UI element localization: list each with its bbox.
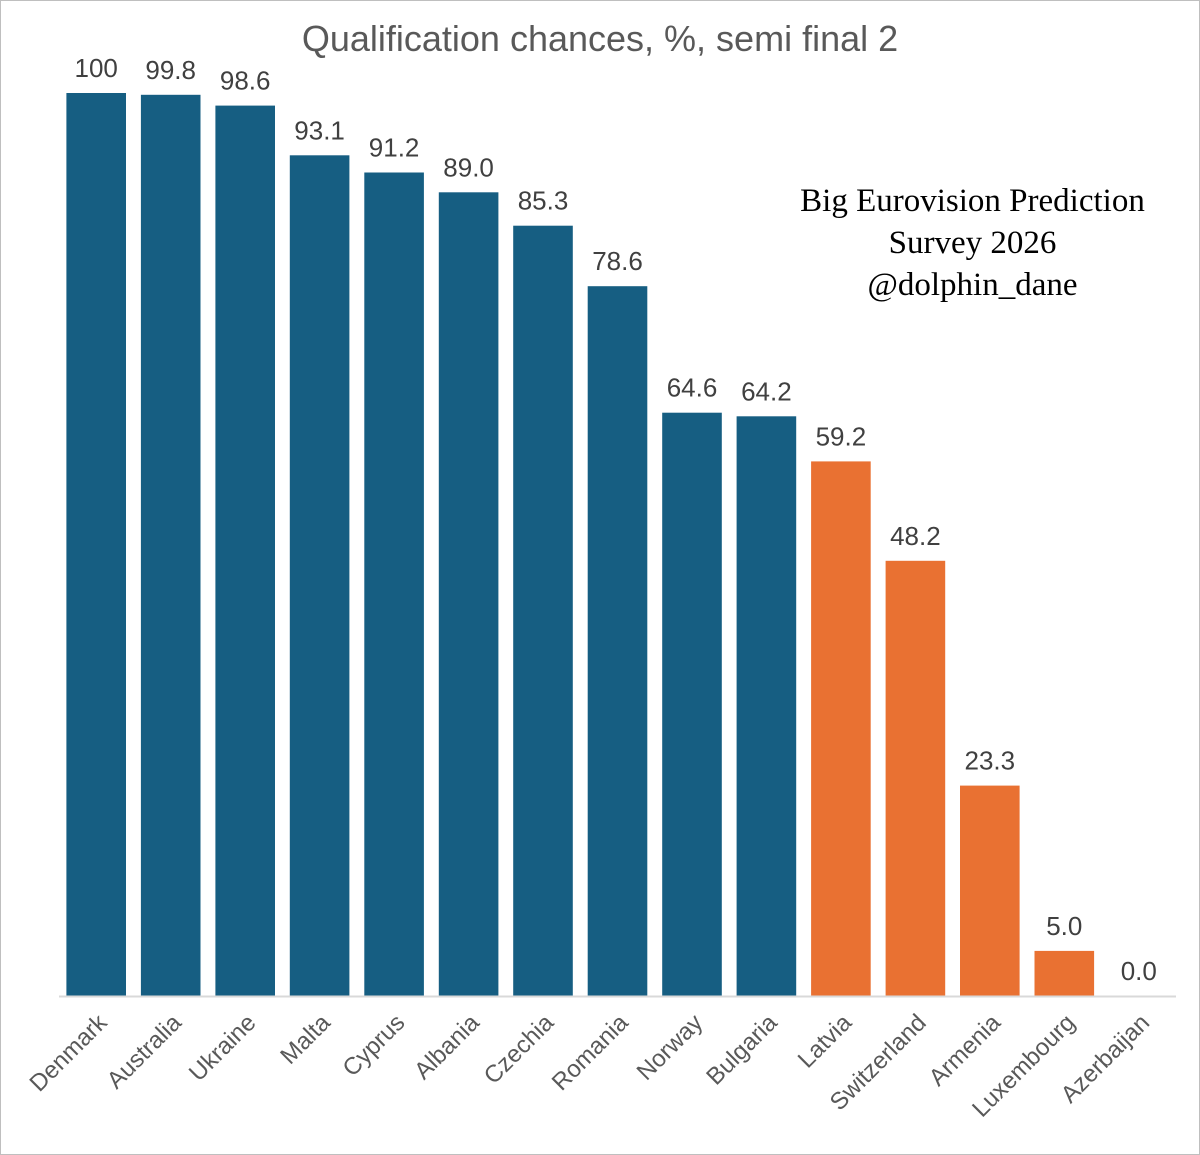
- value-label-denmark: 100: [75, 53, 118, 83]
- value-label-australia: 99.8: [145, 55, 196, 85]
- bar-ukraine: [215, 105, 275, 997]
- category-label-cyprus: Cyprus: [337, 1009, 410, 1082]
- value-label-cyprus: 91.2: [369, 133, 420, 163]
- category-label-ukraine: Ukraine: [184, 1009, 262, 1087]
- chart-title: Qualification chances, %, semi final 2: [301, 18, 899, 59]
- category-label-australia: Australia: [102, 1009, 188, 1095]
- chart-annotation: Big Eurovision Prediction Survey 2026 @d…: [775, 180, 1170, 306]
- bar-switzerland: [885, 560, 946, 996]
- annotation-line-2: Survey 2026: [888, 225, 1057, 261]
- bar-latvia: [811, 461, 871, 996]
- category-label-romania: Romania: [547, 1009, 634, 1096]
- value-label-malta: 93.1: [294, 115, 345, 145]
- bar-norway: [662, 412, 722, 996]
- value-label-azerbaijan: 0.0: [1121, 956, 1157, 986]
- value-label-luxembourg: 5.0: [1046, 911, 1082, 941]
- value-label-czechia: 85.3: [518, 186, 569, 216]
- value-label-norway: 64.6: [667, 373, 718, 403]
- bar-czechia: [513, 225, 573, 996]
- bar-cyprus: [364, 172, 424, 996]
- value-label-armenia: 23.3: [964, 746, 1015, 776]
- bar-albania: [438, 192, 499, 997]
- category-label-norway: Norway: [632, 1009, 709, 1086]
- bar-denmark: [66, 93, 126, 996]
- value-label-ukraine: 98.6: [220, 66, 271, 96]
- bar-romania: [587, 286, 648, 996]
- value-label-albania: 89.0: [443, 152, 494, 182]
- bar-malta: [289, 155, 350, 997]
- category-label-latvia: Latvia: [793, 1009, 858, 1074]
- category-label-albania: Albania: [409, 1009, 485, 1085]
- category-label-denmark: Denmark: [25, 1008, 114, 1097]
- annotation-line-1: Big Eurovision Prediction: [800, 183, 1145, 219]
- bar-bulgaria: [736, 416, 797, 996]
- annotation-line-3: @dolphin_dane: [867, 267, 1078, 303]
- value-label-bulgaria: 64.2: [741, 376, 792, 406]
- category-label-bulgaria: Bulgaria: [701, 1009, 783, 1091]
- value-label-switzerland: 48.2: [890, 521, 941, 551]
- value-label-latvia: 59.2: [816, 421, 867, 451]
- category-label-malta: Malta: [275, 1009, 336, 1070]
- bar-australia: [140, 94, 201, 997]
- value-label-romania: 78.6: [592, 246, 643, 276]
- bar-armenia: [960, 785, 1020, 996]
- bar-luxembourg: [1034, 950, 1095, 996]
